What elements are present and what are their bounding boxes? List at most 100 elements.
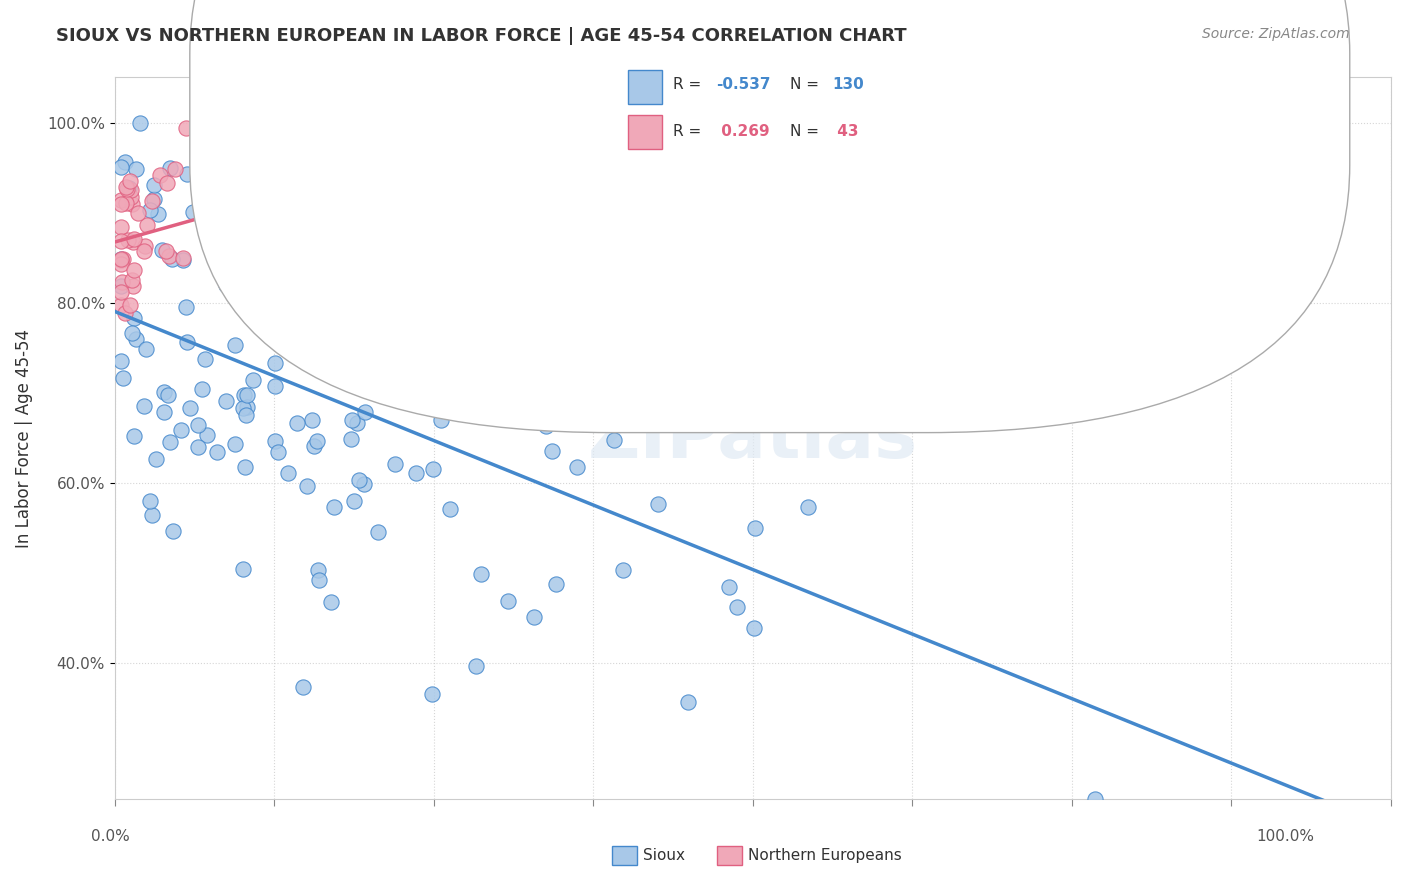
Point xyxy=(411,172,433,186)
Point xyxy=(242,241,264,255)
Point xyxy=(367,525,389,540)
Point xyxy=(475,383,498,397)
Point xyxy=(224,338,246,352)
Point xyxy=(114,155,136,169)
Point xyxy=(110,252,132,267)
Point xyxy=(156,176,179,190)
Point xyxy=(134,399,156,413)
Point xyxy=(111,252,134,267)
Point xyxy=(404,236,426,251)
Text: 43: 43 xyxy=(832,124,859,138)
Point xyxy=(174,121,197,136)
Point xyxy=(118,298,141,312)
Point xyxy=(326,307,349,321)
Point xyxy=(242,304,264,318)
Text: N =: N = xyxy=(790,78,824,92)
Point xyxy=(122,429,145,443)
Point xyxy=(308,573,330,587)
Text: Source: ZipAtlas.com: Source: ZipAtlas.com xyxy=(1202,27,1350,41)
Point xyxy=(110,252,132,267)
Point xyxy=(132,244,155,259)
Point xyxy=(215,213,238,227)
Point xyxy=(551,334,574,349)
Point xyxy=(139,494,162,508)
Point xyxy=(176,167,198,181)
Point xyxy=(117,233,139,247)
Point xyxy=(224,437,246,451)
Point xyxy=(384,333,406,347)
Point xyxy=(150,243,173,257)
Point xyxy=(181,204,204,219)
Point xyxy=(141,508,163,522)
Text: Northern Europeans: Northern Europeans xyxy=(748,848,901,863)
Point xyxy=(127,206,149,220)
Point xyxy=(307,563,329,577)
Point xyxy=(187,440,209,454)
Point xyxy=(284,235,307,250)
Point xyxy=(676,695,699,709)
Text: R =: R = xyxy=(673,124,707,138)
Point xyxy=(170,423,193,437)
Point xyxy=(302,439,325,453)
Point xyxy=(191,382,214,396)
Point xyxy=(295,478,318,492)
Point xyxy=(110,194,132,208)
Point xyxy=(232,401,254,416)
Point xyxy=(536,418,558,433)
Point xyxy=(110,160,132,174)
Point xyxy=(121,235,143,250)
Point xyxy=(797,500,820,514)
Point xyxy=(176,335,198,350)
Point xyxy=(160,252,183,267)
Text: ZIPatlas: ZIPatlas xyxy=(588,403,918,473)
Point xyxy=(163,161,186,176)
Point xyxy=(347,473,370,487)
Point xyxy=(110,285,132,299)
Point xyxy=(607,386,630,401)
Point xyxy=(1084,791,1107,805)
Point xyxy=(465,658,488,673)
Point xyxy=(121,326,143,340)
Point xyxy=(354,405,377,419)
Point xyxy=(301,413,323,427)
Point xyxy=(305,434,328,449)
Point xyxy=(422,461,444,475)
Point xyxy=(235,409,257,423)
Point xyxy=(110,196,132,211)
Point xyxy=(197,227,219,242)
Point xyxy=(191,202,214,217)
Point xyxy=(353,477,375,491)
Text: 0.0%: 0.0% xyxy=(91,830,131,844)
Point xyxy=(155,244,177,259)
Point xyxy=(384,457,406,471)
Point xyxy=(159,435,181,450)
Point xyxy=(270,227,292,242)
Point xyxy=(305,287,328,301)
Point xyxy=(121,197,143,211)
Point xyxy=(111,370,134,384)
Point xyxy=(195,427,218,442)
Point xyxy=(125,162,148,177)
Text: R =: R = xyxy=(673,78,707,92)
Point xyxy=(405,467,427,481)
Point xyxy=(142,192,165,206)
Point xyxy=(249,311,271,326)
Point xyxy=(231,189,253,203)
Point xyxy=(342,413,364,427)
Point xyxy=(194,351,217,366)
Point xyxy=(159,161,181,175)
Point xyxy=(135,219,157,233)
Point xyxy=(115,195,138,210)
Point xyxy=(368,302,391,317)
Point xyxy=(238,306,260,320)
Point xyxy=(214,394,236,409)
Point xyxy=(122,278,145,293)
Point xyxy=(575,293,598,307)
Point xyxy=(148,207,170,221)
Text: Sioux: Sioux xyxy=(643,848,685,863)
Point xyxy=(111,276,134,290)
Text: 0.269: 0.269 xyxy=(716,124,769,138)
Point xyxy=(118,181,141,195)
Point xyxy=(319,595,342,609)
Point xyxy=(176,300,198,314)
